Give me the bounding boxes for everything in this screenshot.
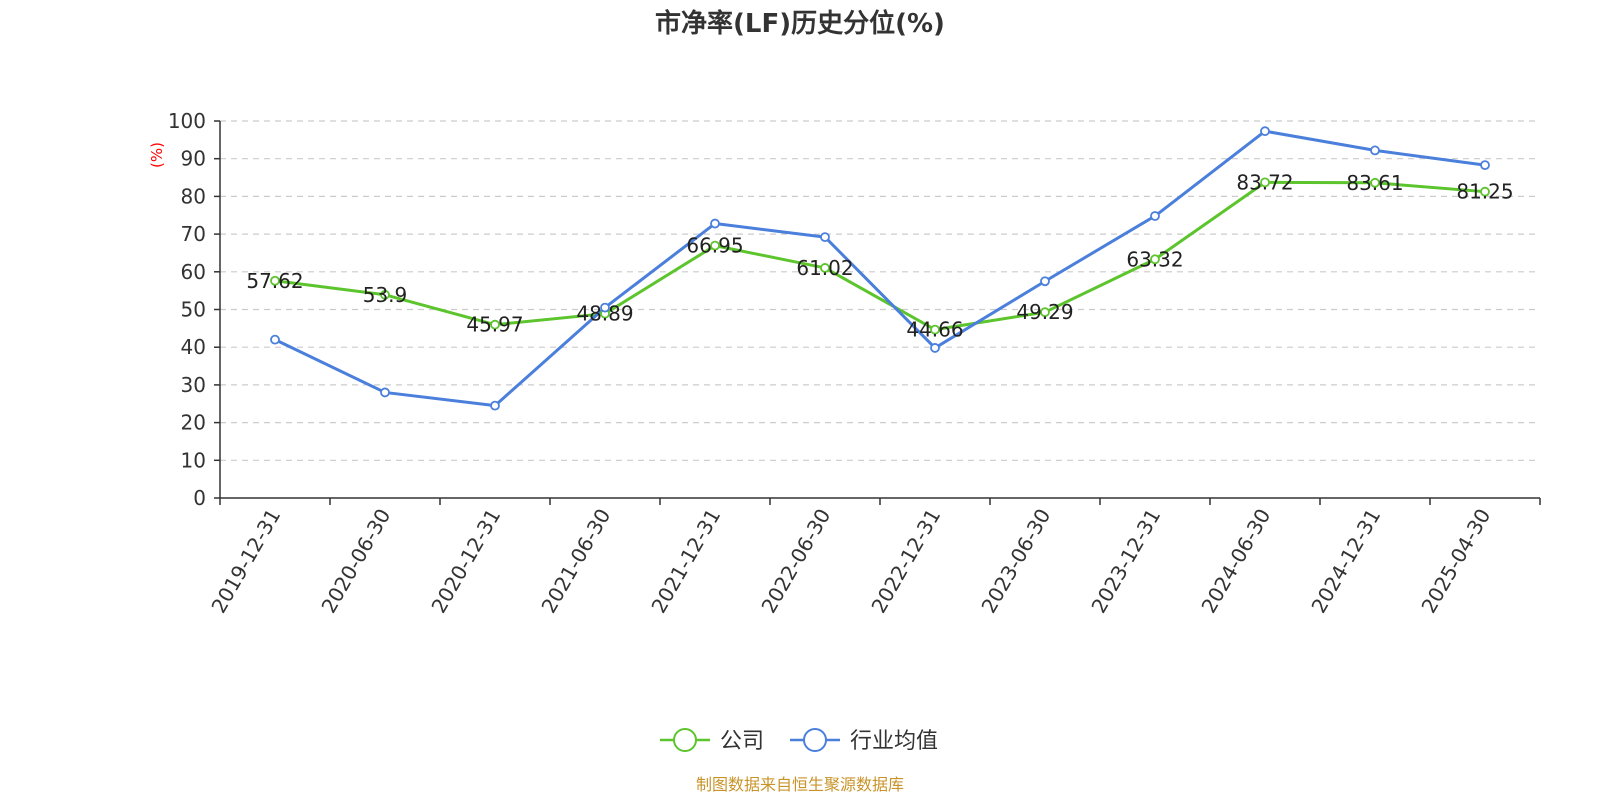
data-labels: 57.62 53.9 45.97 48.89 66.95 61.02 44.66 49.29 6… <box>246 170 1513 341</box>
data-label: 48.89 <box>576 302 633 326</box>
data-label: 53.9 <box>363 283 408 307</box>
data-point[interactable] <box>600 302 610 313</box>
grid-lines <box>220 120 1540 461</box>
data-point[interactable] <box>710 218 720 229</box>
y-tick-label: 40 <box>181 335 206 359</box>
data-point[interactable] <box>1040 276 1050 287</box>
data-point[interactable] <box>1040 307 1050 318</box>
y-tick-label: 100 <box>168 109 206 133</box>
y-tick-label: 10 <box>181 448 206 472</box>
data-point[interactable] <box>270 334 280 345</box>
data-label: 44.66 <box>906 318 963 342</box>
series-line-0 <box>274 180 1486 332</box>
source-note: 制图数据来自恒生聚源数据库 <box>696 775 904 794</box>
chart-title: 市净率(LF)历史分位(%) <box>655 8 945 39</box>
data-point[interactable] <box>710 240 720 251</box>
y-tick-label: 0 <box>193 486 206 510</box>
legend[interactable]: 公司 行业均值 <box>660 728 938 754</box>
legend-label: 行业均值 <box>850 729 938 754</box>
data-point[interactable] <box>380 289 390 300</box>
y-tick-label: 60 <box>181 260 206 284</box>
y-tick-label: 70 <box>181 222 206 246</box>
data-point[interactable] <box>820 263 830 273</box>
x-tick-label: 2022-12-31 <box>866 505 945 618</box>
data-label: 49.29 <box>1016 300 1073 324</box>
x-tick-label: 2024-06-30 <box>1196 505 1275 618</box>
legend-item-1[interactable]: 行业均值 <box>790 728 938 754</box>
series-line-1 <box>274 129 1486 408</box>
data-point[interactable] <box>490 319 500 330</box>
data-point[interactable] <box>820 232 830 243</box>
x-tick-label: 2020-06-30 <box>316 505 395 618</box>
data-label: 66.95 <box>686 234 743 258</box>
y-axis-label: (%) <box>148 142 166 168</box>
x-tick-label: 2022-06-30 <box>756 505 835 618</box>
data-label: 63.32 <box>1126 247 1183 271</box>
data-point[interactable] <box>1150 211 1160 221</box>
x-tick-labels: 2019-12-31 2020-06-30 2020-12-31 2021-06-30… <box>206 505 1495 618</box>
legend-item-0[interactable]: 公司 <box>660 728 764 754</box>
x-tick-label: 2023-12-31 <box>1086 505 1165 618</box>
legend-marker <box>803 728 827 752</box>
axes <box>214 120 1541 505</box>
x-tick-label: 2020-12-31 <box>426 505 505 618</box>
data-point[interactable] <box>380 387 390 398</box>
data-point[interactable] <box>930 343 940 353</box>
data-label: 83.61 <box>1346 171 1403 195</box>
data-point[interactable] <box>270 275 280 286</box>
x-tick-label: 2025-04-30 <box>1416 505 1495 618</box>
legend-marker <box>673 728 697 752</box>
data-point[interactable] <box>1370 177 1380 188</box>
data-label: 81.25 <box>1456 180 1513 204</box>
y-tick-label: 20 <box>181 411 206 435</box>
data-label: 57.62 <box>246 269 303 293</box>
data-point[interactable] <box>1150 254 1160 265</box>
data-point[interactable] <box>490 400 500 411</box>
data-label: 83.72 <box>1236 170 1293 194</box>
x-tick-label: 2021-12-31 <box>646 505 725 618</box>
data-point[interactable] <box>1480 186 1490 197</box>
x-tick-label: 2019-12-31 <box>206 505 285 618</box>
y-tick-label: 90 <box>181 147 206 171</box>
y-tick-label: 50 <box>181 298 206 322</box>
y-tick-label: 80 <box>181 184 206 208</box>
x-tick-label: 2021-06-30 <box>536 505 615 618</box>
data-label: 61.02 <box>796 256 853 280</box>
legend-label: 公司 <box>720 729 764 754</box>
y-tick-labels: 0 10 20 30 40 50 60 70 80 90 100 <box>168 109 206 510</box>
data-point[interactable] <box>1480 160 1490 171</box>
data-point[interactable] <box>1370 145 1380 156</box>
data-label: 45.97 <box>466 313 523 337</box>
data-point[interactable] <box>1260 126 1270 137</box>
x-tick-label: 2024-12-31 <box>1306 505 1385 618</box>
y-tick-label: 30 <box>181 373 206 397</box>
series-group <box>270 126 1490 411</box>
x-tick-label: 2023-06-30 <box>976 505 1055 618</box>
data-point[interactable] <box>930 324 940 335</box>
data-point[interactable] <box>1260 177 1270 188</box>
